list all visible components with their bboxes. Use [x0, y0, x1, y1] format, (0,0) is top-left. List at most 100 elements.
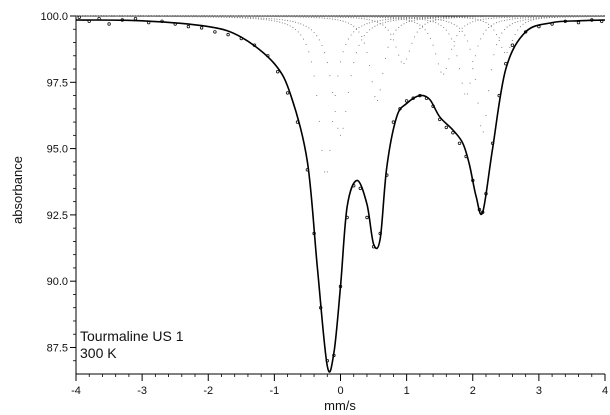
component-point: [543, 16, 545, 18]
component-point: [363, 15, 365, 17]
component-point: [416, 31, 418, 33]
component-point: [403, 62, 405, 65]
component-point: [279, 15, 281, 17]
component-point: [138, 15, 141, 17]
component-point: [308, 27, 310, 29]
component-point: [480, 38, 482, 40]
component-point: [326, 171, 328, 173]
component-point: [469, 82, 471, 84]
x-tick-label: -1: [269, 385, 279, 397]
fit-line-layer: [75, 19, 606, 373]
component-point: [350, 34, 352, 36]
component-point: [398, 18, 400, 20]
component-point: [339, 19, 342, 22]
component-point: [347, 22, 349, 24]
component-point: [525, 22, 527, 24]
component-point: [321, 149, 323, 151]
component-point: [308, 16, 310, 18]
component-point: [123, 15, 125, 17]
data-point: [404, 99, 409, 103]
component-point: [509, 46, 511, 48]
component-point: [318, 39, 320, 41]
component-point: [384, 15, 387, 17]
component-point: [284, 15, 286, 17]
component-point: [490, 17, 492, 19]
component-point: [506, 19, 508, 21]
component-point: [572, 16, 574, 18]
component-point: [228, 16, 230, 18]
component-point: [440, 71, 442, 73]
component-point: [575, 16, 577, 18]
x-tick-label: 0: [337, 385, 343, 397]
component-point: [591, 15, 593, 17]
component-point: [472, 18, 474, 20]
component-point: [374, 96, 376, 98]
component-point: [305, 43, 307, 46]
component-point: [392, 17, 394, 19]
component-point: [345, 21, 347, 23]
component-point: [210, 15, 212, 17]
component-point: [318, 17, 320, 19]
component-point: [453, 23, 455, 25]
component-point: [379, 15, 381, 17]
component-point: [257, 18, 260, 20]
component-point: [284, 23, 286, 25]
component-point: [424, 15, 426, 18]
component-point: [265, 19, 267, 21]
component-point: [342, 20, 344, 22]
component-point: [374, 25, 376, 27]
component-point: [472, 68, 474, 70]
component-point: [252, 15, 254, 17]
component-point: [361, 15, 363, 17]
component-point: [294, 28, 297, 31]
component-point: [316, 35, 318, 37]
component-point: [411, 20, 413, 22]
component-point: [199, 15, 201, 17]
component-point: [236, 16, 238, 18]
component-point: [530, 19, 532, 21]
component-point: [466, 16, 469, 18]
component-point: [395, 19, 397, 21]
x-tick-label: 4: [602, 385, 608, 397]
component-point: [334, 15, 336, 17]
component-point: [482, 18, 484, 20]
component-point: [355, 28, 357, 30]
component-point: [324, 52, 326, 54]
component-point: [162, 15, 164, 17]
component-point: [506, 15, 508, 17]
component-point: [376, 21, 379, 23]
x-axis: -4 -3 -2 -1 0 1 2 3 4: [71, 374, 608, 397]
component-point: [408, 17, 410, 19]
component-point: [416, 17, 418, 19]
component-point: [485, 22, 487, 24]
component-point: [432, 18, 434, 20]
component-point: [305, 25, 307, 27]
component-point: [506, 16, 508, 18]
component-point: [366, 51, 368, 53]
component-point: [257, 17, 260, 19]
component-point: [313, 17, 315, 19]
component-point: [490, 24, 492, 27]
component-point: [350, 75, 352, 77]
component-point: [498, 17, 500, 19]
component-point: [511, 23, 513, 25]
component-point: [390, 15, 392, 17]
component-point: [149, 15, 151, 17]
component-point: [297, 22, 299, 24]
component-point: [329, 15, 331, 17]
component-point: [546, 17, 548, 19]
component-point: [239, 16, 241, 18]
component-point: [181, 15, 183, 17]
component-point: [496, 17, 498, 19]
component-point: [263, 17, 265, 19]
component-point: [498, 21, 500, 23]
component-point: [154, 15, 156, 17]
component-point: [369, 22, 371, 24]
component-point: [141, 15, 143, 17]
component-point: [530, 18, 532, 20]
component-point: [506, 51, 508, 53]
component-point: [585, 15, 588, 18]
data-point: [186, 24, 191, 29]
component-point: [466, 93, 469, 95]
component-point: [522, 17, 524, 19]
